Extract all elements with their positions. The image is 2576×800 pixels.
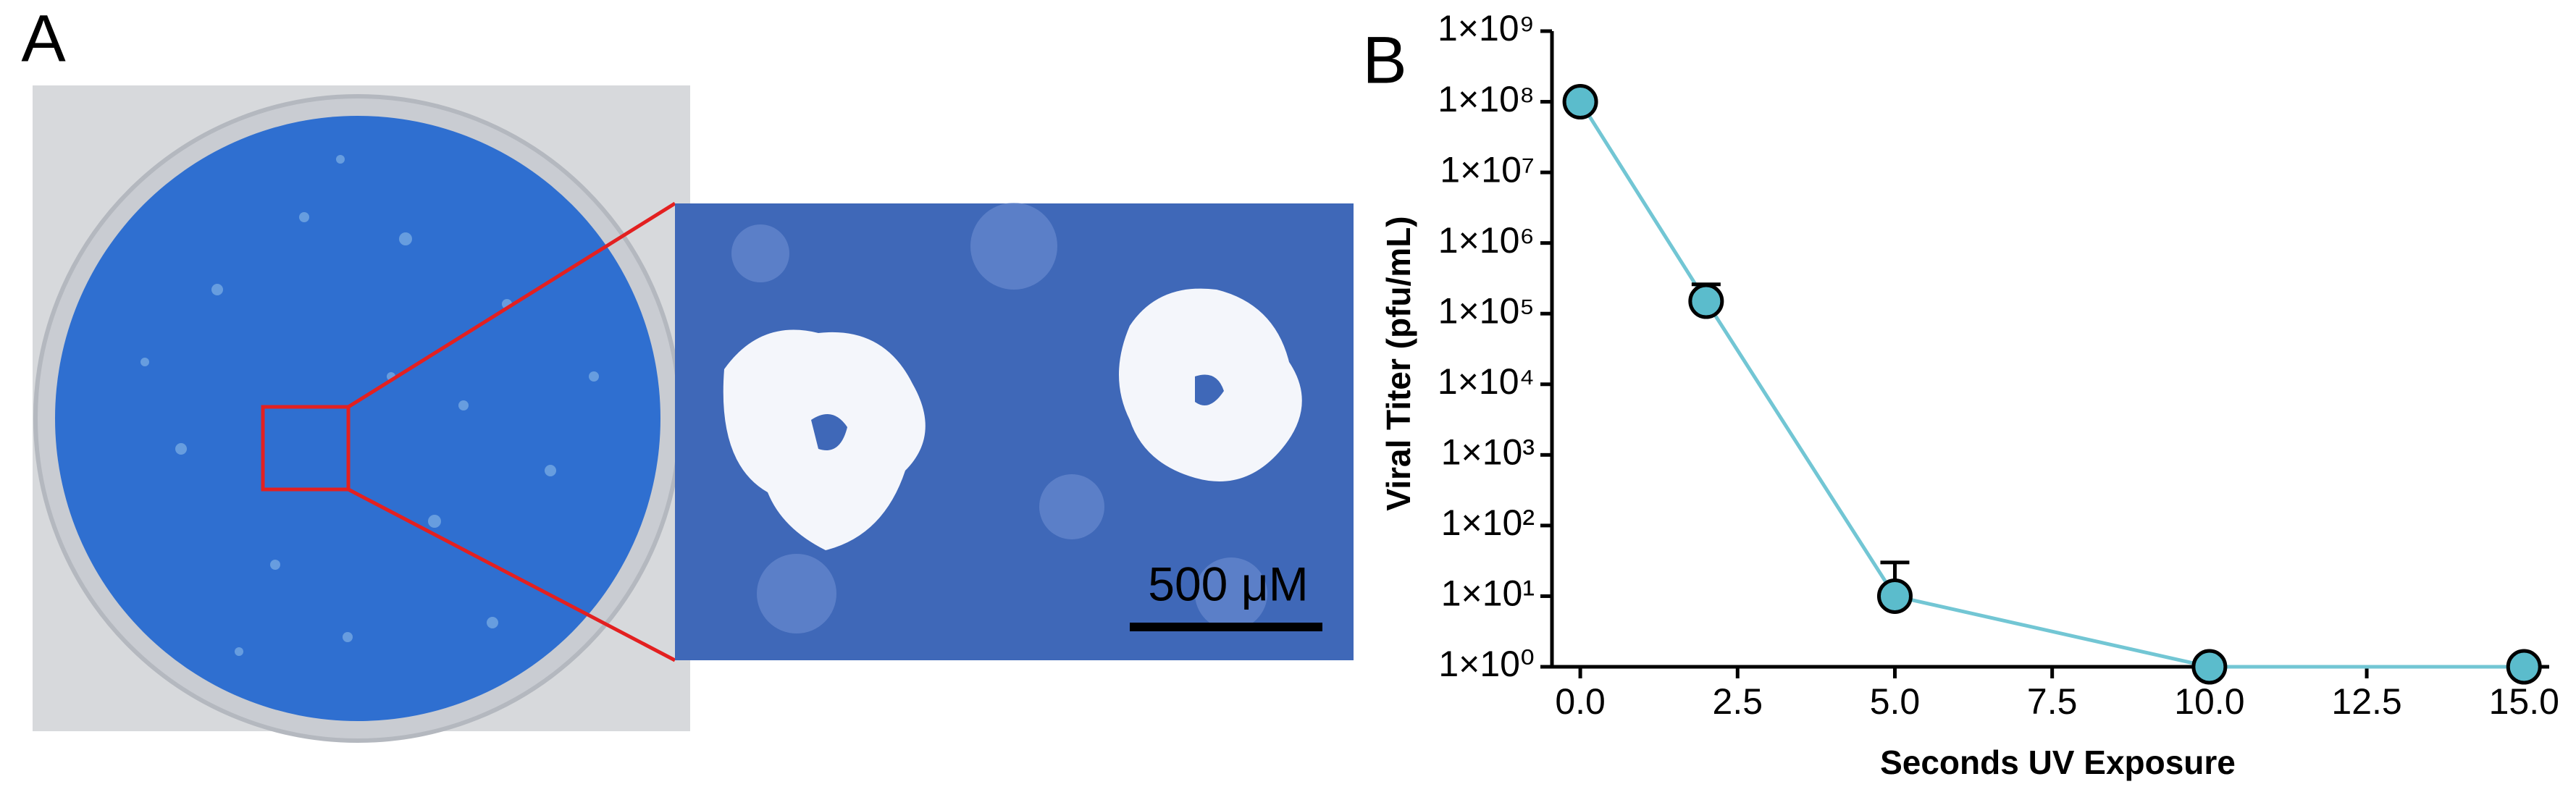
data-point [2506,649,2542,685]
scale-bar [1130,623,1322,631]
panel-label: A [21,1,66,75]
x-tick-label: 7.5 [2027,681,2078,722]
zoom-line [347,201,676,409]
y-tick-label: 1×10⁸ [1438,79,1535,119]
zoom-box [261,405,351,492]
data-point [2191,649,2228,685]
y-tick-label: 1×10⁶ [1438,220,1535,261]
plaque-zoom [1119,288,1302,481]
x-tick-label: 5.0 [1870,681,1921,722]
y-tick-label: 1×10⁴ [1438,361,1535,402]
y-tick-label: 1×10⁹ [1438,8,1535,49]
y-tick-label: 1×10¹ [1441,573,1535,614]
y-tick-label: 1×10³ [1441,432,1535,473]
y-tick-label: 1×10⁵ [1438,290,1535,331]
y-tick-label: 1×10⁰ [1438,644,1535,684]
plaque-zoom [723,329,926,550]
data-point [1688,283,1724,319]
x-axis-title: Seconds UV Exposure [1880,744,2236,781]
x-tick-label: 12.5 [2331,681,2401,722]
y-tick-label: 1×10⁷ [1440,149,1535,190]
panel-label: B [1362,23,1406,97]
data-point [1562,84,1598,120]
x-tick-label: 0.0 [1555,681,1606,722]
x-tick-label: 2.5 [1713,681,1763,722]
data-point [1876,578,1913,614]
well [55,116,660,721]
cell-texture [731,203,1267,633]
x-tick-label: 15.0 [2489,681,2559,722]
zoom-line [347,487,676,662]
x-tick-label: 10.0 [2174,681,2244,722]
y-axis-title: Viral Titer (pfu/mL) [1380,216,1417,510]
y-tick-label: 1×10² [1441,502,1535,543]
data-line [1578,101,2525,669]
scale-bar-label: 500 μM [1148,557,1308,610]
